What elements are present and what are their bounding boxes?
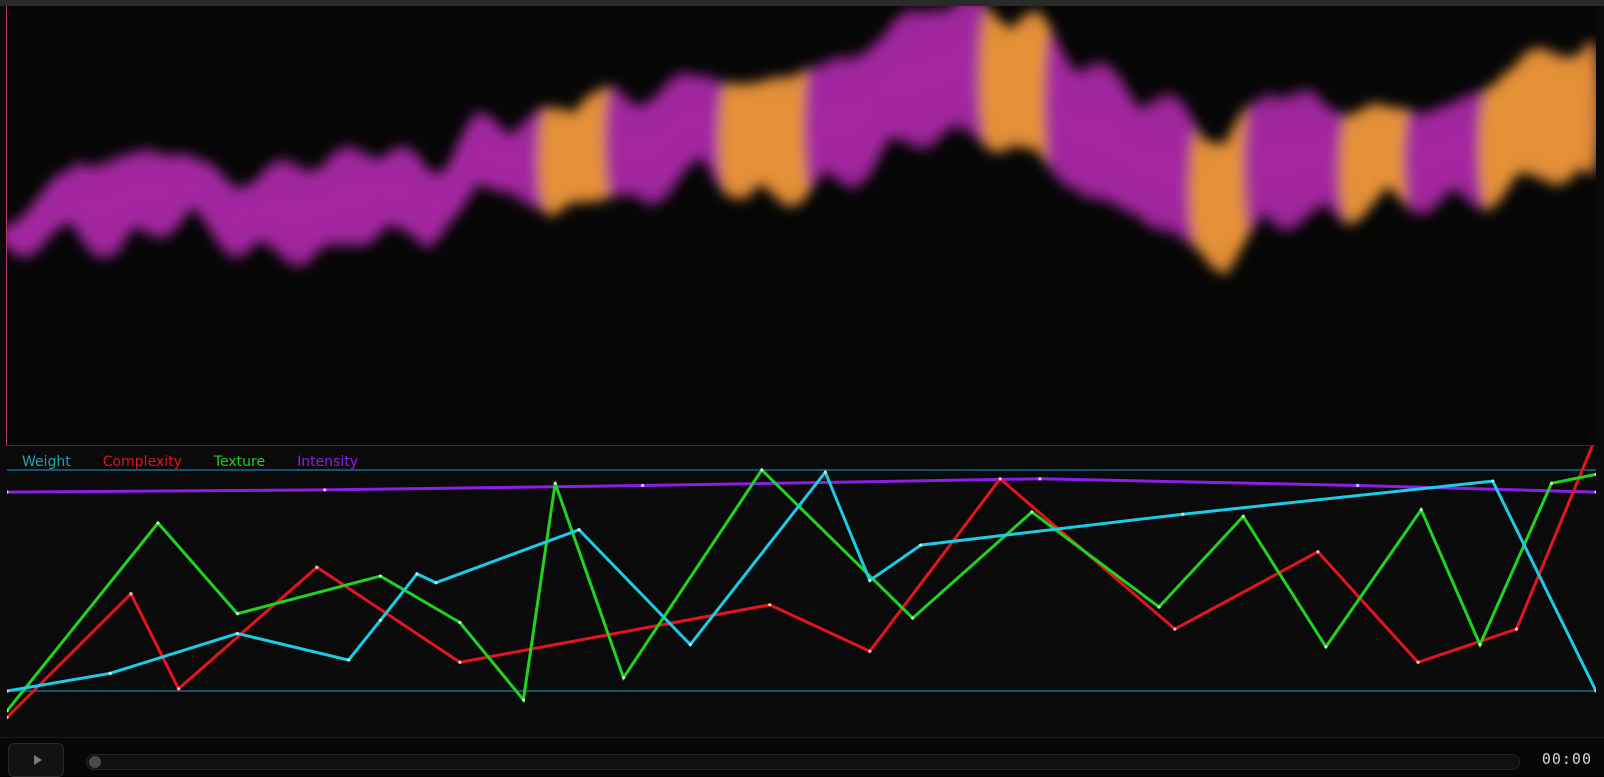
point-complexity-8 bbox=[1173, 627, 1177, 631]
point-complexity-9 bbox=[1316, 550, 1320, 554]
play-icon bbox=[33, 755, 42, 765]
time-display: 00:00 bbox=[1541, 750, 1592, 768]
point-complexity-0 bbox=[7, 715, 9, 720]
point-weight-3 bbox=[347, 658, 351, 662]
point-intensity-3 bbox=[1038, 477, 1042, 481]
point-texture-16 bbox=[1549, 481, 1554, 485]
point-texture-4 bbox=[458, 620, 462, 625]
legend-texture: Texture bbox=[213, 454, 266, 470]
series-line-weight bbox=[7, 469, 1596, 693]
point-texture-0 bbox=[7, 709, 9, 713]
series-line-intensity bbox=[7, 477, 1596, 494]
waveform-blobs bbox=[7, 6, 1596, 275]
panel-divider bbox=[7, 445, 1596, 446]
series-line-texture bbox=[7, 467, 1596, 712]
chart-legend: Weight Complexity Texture Intensity bbox=[22, 452, 358, 472]
point-complexity-4 bbox=[458, 660, 462, 664]
point-intensity-1 bbox=[323, 488, 327, 492]
point-texture-2 bbox=[235, 612, 240, 616]
point-intensity-0 bbox=[7, 490, 9, 494]
point-weight-10 bbox=[868, 578, 872, 583]
point-complexity-3 bbox=[315, 565, 319, 569]
point-weight-14 bbox=[1594, 689, 1596, 693]
point-texture-14 bbox=[1419, 508, 1423, 512]
point-texture-17 bbox=[1594, 472, 1596, 477]
point-weight-13 bbox=[1491, 479, 1495, 483]
point-weight-8 bbox=[688, 642, 692, 647]
point-texture-15 bbox=[1478, 642, 1482, 647]
point-weight-4 bbox=[378, 618, 383, 622]
point-intensity-2 bbox=[641, 483, 645, 488]
point-texture-5 bbox=[521, 698, 526, 702]
point-texture-12 bbox=[1241, 514, 1245, 519]
point-complexity-6 bbox=[868, 649, 872, 653]
point-intensity-4 bbox=[1356, 483, 1360, 488]
point-complexity-5 bbox=[768, 603, 772, 607]
point-weight-9 bbox=[823, 470, 827, 474]
point-texture-10 bbox=[1030, 510, 1034, 514]
point-complexity-1 bbox=[129, 592, 133, 596]
point-weight-2 bbox=[235, 631, 240, 636]
point-weight-5 bbox=[415, 572, 419, 576]
point-texture-9 bbox=[911, 616, 915, 620]
progress-thumb[interactable] bbox=[89, 756, 101, 768]
point-complexity-10 bbox=[1416, 660, 1420, 664]
point-texture-7 bbox=[621, 676, 626, 680]
legend-intensity: Intensity bbox=[297, 454, 359, 470]
point-weight-12 bbox=[1181, 512, 1185, 516]
play-button[interactable] bbox=[8, 743, 64, 777]
waveform-blob bbox=[1583, 40, 1596, 175]
point-texture-3 bbox=[378, 574, 383, 578]
audio-waveform-visualization bbox=[7, 6, 1596, 446]
feature-line-chart bbox=[7, 446, 1596, 720]
point-weight-1 bbox=[108, 671, 112, 675]
point-complexity-11 bbox=[1514, 627, 1519, 631]
point-weight-0 bbox=[7, 689, 9, 693]
top-bar bbox=[0, 0, 1604, 6]
point-texture-8 bbox=[760, 468, 764, 472]
legend-complexity: Complexity bbox=[102, 454, 182, 470]
point-texture-11 bbox=[1157, 605, 1161, 609]
point-complexity-7 bbox=[998, 477, 1002, 481]
legend-weight: Weight bbox=[22, 454, 71, 470]
point-weight-6 bbox=[434, 581, 438, 585]
point-intensity-5 bbox=[1594, 490, 1596, 494]
point-texture-1 bbox=[156, 521, 160, 525]
point-texture-6 bbox=[553, 481, 557, 485]
point-weight-11 bbox=[919, 543, 923, 547]
playback-controls: 00:00 bbox=[0, 737, 1604, 777]
point-texture-13 bbox=[1324, 645, 1328, 649]
progress-slider[interactable] bbox=[86, 754, 1520, 770]
point-weight-7 bbox=[577, 528, 581, 532]
left-edge-line bbox=[6, 6, 7, 446]
point-complexity-2 bbox=[177, 687, 181, 691]
